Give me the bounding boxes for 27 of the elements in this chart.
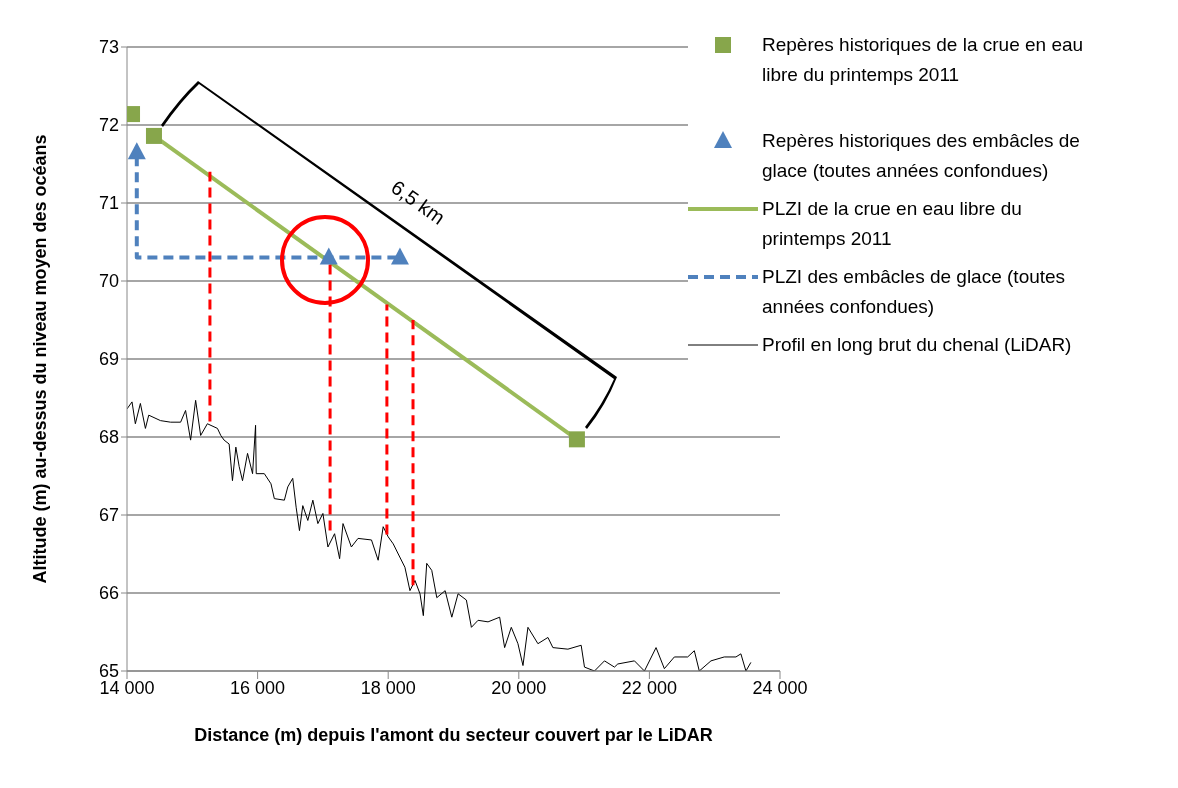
legend-label: Repères historiques de la crue en eau libre du printemps 2011	[762, 33, 1085, 87]
point	[127, 142, 146, 160]
point	[319, 247, 338, 265]
point	[145, 127, 162, 144]
y-tick-label: 73	[98, 37, 119, 58]
legend-label: PLZI des embâcles de glace (toutes années confondues)	[762, 265, 1067, 319]
point	[390, 247, 409, 265]
y-tick-label: 67	[98, 505, 119, 526]
x-tick-label: 20 000	[491, 677, 547, 698]
y-tick-label: 69	[98, 349, 119, 370]
x-tick-label: 16 000	[230, 677, 286, 698]
y-tick-label: 68	[98, 427, 119, 448]
y-axis-title: Altitude (m) au-dessus du niveau moyen des océans	[30, 134, 51, 584]
y-tick-label: 71	[98, 193, 119, 214]
x-tick-label: 22 000	[621, 677, 677, 698]
y-tick-label: 70	[98, 271, 119, 292]
legend-label: Repères historiques des embâcles de glace (toutes années confondues)	[762, 129, 1081, 183]
y-tick-label: 72	[98, 115, 119, 136]
x-axis-title: Distance (m) depuis l'amont du secteur couvert par le LiDAR	[194, 725, 713, 745]
legend-label: PLZI de la crue en eau libre du printemps 2011	[762, 197, 1023, 251]
x-tick-label: 24 000	[752, 677, 808, 698]
legend-label: Profil en long brut du chenal (LiDAR)	[762, 333, 1073, 357]
point	[568, 431, 585, 448]
y-tick-label: 66	[98, 583, 119, 604]
x-tick-label: 18 000	[360, 677, 416, 698]
line-series	[127, 399, 752, 671]
annotation: 6,5 km	[387, 175, 449, 229]
